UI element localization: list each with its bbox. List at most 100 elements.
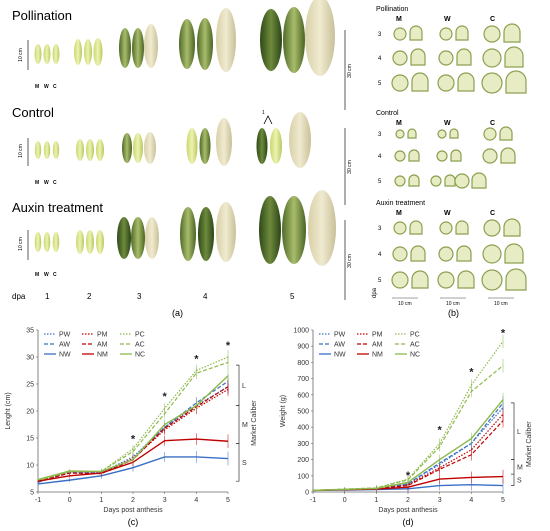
caption-a: (a) <box>172 308 183 318</box>
series-line-pc <box>312 340 504 491</box>
b-col-w-2: W <box>444 120 451 127</box>
b-row-4-2: 4 <box>378 154 382 160</box>
y-axis-label: Weight (g) <box>280 395 287 427</box>
y-tick-label: 500 <box>297 409 309 416</box>
caliber-bracket-s <box>511 473 515 486</box>
panel-a-title-auxin: Auxin treatment <box>12 200 104 215</box>
significance-mark: * <box>131 433 136 445</box>
significance-mark: * <box>438 425 443 437</box>
legend-label-ac: AC <box>410 342 420 349</box>
b-col-c-3: C <box>490 210 496 217</box>
b-row-5-2: 5 <box>378 179 382 185</box>
legend-label-am: AM <box>372 342 383 349</box>
caliber-bracket-l <box>511 402 515 460</box>
x-tick-label: 3 <box>438 497 442 504</box>
mwc-w-3: W <box>44 272 49 278</box>
significance-mark: * <box>469 366 474 378</box>
x-tick-label: -1 <box>35 497 41 504</box>
x-tick-label: -1 <box>310 497 316 504</box>
legend-label-pc: PC <box>410 332 420 339</box>
y-tick-label: 30 <box>26 355 34 362</box>
caption-b: (b) <box>448 308 459 318</box>
significance-mark: * <box>501 327 506 339</box>
b-col-m-2: M <box>396 120 402 127</box>
caliber-label-s: S <box>517 477 522 484</box>
x-tick-label: 4 <box>469 497 473 504</box>
y-tick-label: 20 <box>26 409 34 416</box>
b-scale-2: 10 cm <box>446 301 460 307</box>
b-col-m-3: M <box>396 210 402 217</box>
mwc-m-3: M <box>35 272 40 278</box>
legend-label-nw: NW <box>59 352 71 359</box>
y-tick-label: 25 <box>26 382 34 389</box>
legend-label-nw: NW <box>334 352 346 359</box>
chart-caption: (d) <box>403 517 414 527</box>
b-row-5-3: 5 <box>378 278 382 284</box>
mwc-c-3: C <box>53 272 57 278</box>
y-tick-label: 600 <box>297 392 309 399</box>
legend-label-pm: PM <box>97 332 108 339</box>
x-axis-label: Days post anthesis <box>103 507 163 514</box>
legend-label-aw: AW <box>334 342 345 349</box>
b-scale-3: 10 cm <box>494 301 508 307</box>
caliber-bracket-m <box>511 459 515 475</box>
legend-label-am: AM <box>97 342 108 349</box>
y-tick-label: 800 <box>297 360 309 367</box>
y-tick-label: 10 <box>26 463 34 470</box>
caliber-label-m: M <box>242 422 248 429</box>
y-axis-label: Lenght (cm) <box>5 392 12 429</box>
x-tick-label: 0 <box>68 497 72 504</box>
caliber-bracket-m <box>236 405 240 444</box>
legend-label-nc: NC <box>135 352 145 359</box>
y-tick-label: 35 <box>26 328 34 335</box>
caliber-label-m: M <box>517 464 523 471</box>
y-tick-label: 1000 <box>293 328 309 335</box>
chart-length: 5 10 15 20 25 30 35 -1 0 1 2 3 4 5 Days post anthesis L… <box>5 328 258 528</box>
caliber-label-s: S <box>242 460 247 467</box>
dpa-value-1: 1 <box>45 292 50 301</box>
panel-b-title-pollination: Pollination <box>376 6 409 13</box>
y-tick-label: 700 <box>297 376 309 383</box>
significance-mark: * <box>163 391 168 403</box>
scale-10cm-a2: 10 cm <box>17 144 24 158</box>
b-dpa-label: dpa <box>372 287 379 299</box>
x-tick-label: 0 <box>343 497 347 504</box>
y-tick-label: 5 <box>30 490 34 497</box>
x-tick-label: 4 <box>194 497 198 504</box>
y-tick-label: 300 <box>297 441 309 448</box>
caliber-label-l: L <box>517 429 521 436</box>
mwc-c-1: C <box>53 84 57 90</box>
scale-30cm-a2: 30 cm <box>346 160 353 174</box>
dpa-label-a: dpa <box>12 292 26 301</box>
mwc-w-2: W <box>44 180 49 186</box>
mwc-m-2: M <box>35 180 40 186</box>
panel-b-title-control: Control <box>376 110 399 117</box>
x-tick-label: 1 <box>99 497 103 504</box>
fruit-photos-a <box>27 0 346 300</box>
fruit-sections-b <box>391 23 527 299</box>
dpa-value-2: 2 <box>87 292 92 301</box>
x-tick-label: 2 <box>131 497 135 504</box>
y-tick-label: 100 <box>297 473 309 480</box>
caliber-title: Market Caliber <box>526 421 533 467</box>
caliber-bracket-s <box>236 443 240 482</box>
legend-label-nm: NM <box>372 352 383 359</box>
legend-label-pm: PM <box>372 332 383 339</box>
x-tick-label: 2 <box>406 497 410 504</box>
scale-30cm-a1: 30 cm <box>346 64 353 78</box>
legend-label-pw: PW <box>334 332 346 339</box>
legend-label-aw: AW <box>59 342 70 349</box>
b-col-w-1: W <box>444 16 451 23</box>
y-tick-label: 200 <box>297 457 309 464</box>
panel-b: Pollination Control Auxin treatment <box>370 0 550 320</box>
y-tick-label: 400 <box>297 425 309 432</box>
legend-label-ac: AC <box>135 342 145 349</box>
caliber-bracket-l <box>236 364 240 406</box>
significance-mark: * <box>406 470 411 482</box>
panel-a-title-pollination: Pollination <box>12 8 72 23</box>
b-row-3-3: 3 <box>378 226 382 232</box>
scale-10cm-a3: 10 cm <box>17 237 24 251</box>
y-tick-label: 15 <box>26 436 34 443</box>
dpa-value-3: 3 <box>137 292 142 301</box>
scale-30cm-a3: 30 cm <box>346 254 353 268</box>
